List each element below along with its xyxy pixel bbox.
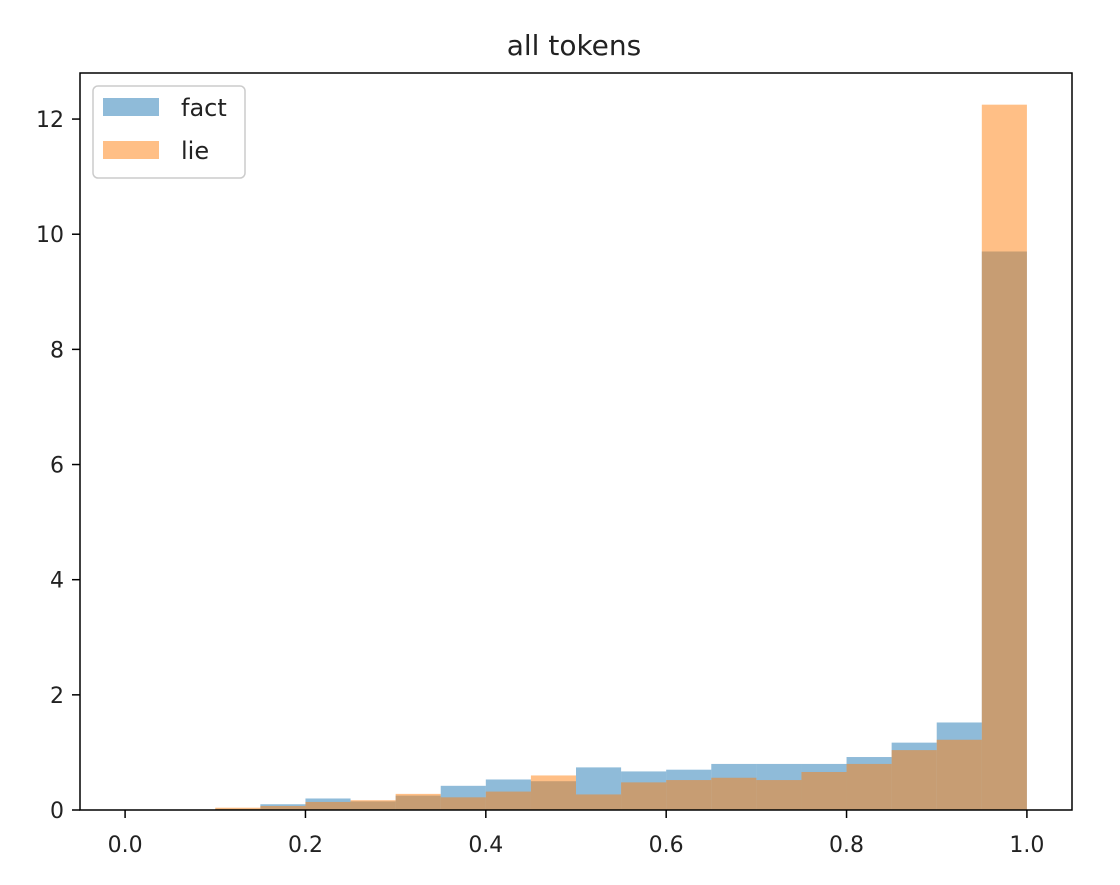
bars-layer xyxy=(215,104,1027,810)
lie-bar xyxy=(756,780,802,810)
x-tick-label: 0.8 xyxy=(829,833,864,858)
lie-bar xyxy=(395,793,441,810)
lie-bar xyxy=(530,775,576,810)
lie-bar xyxy=(440,797,486,810)
y-tick-label: 4 xyxy=(50,569,64,594)
legend-label-lie: lie xyxy=(181,137,209,165)
lie-bar xyxy=(981,104,1027,810)
lie-bar xyxy=(711,777,757,810)
y-tick-label: 12 xyxy=(36,108,64,133)
y-tick-label: 0 xyxy=(50,799,64,824)
x-tick-label: 0.0 xyxy=(108,833,143,858)
lie-bar xyxy=(621,782,667,810)
chart-title: all tokens xyxy=(507,29,642,62)
legend-label-fact: fact xyxy=(181,94,227,122)
y-tick-label: 6 xyxy=(50,454,64,479)
legend-swatch-fact xyxy=(103,98,159,116)
lie-bar xyxy=(666,780,712,810)
x-tick-label: 0.4 xyxy=(468,833,503,858)
lie-bar xyxy=(891,750,937,810)
x-tick-label: 0.2 xyxy=(288,833,323,858)
lie-bar xyxy=(846,763,892,810)
legend: fact lie xyxy=(92,85,246,179)
y-tick-label: 8 xyxy=(50,338,64,363)
lie-bar xyxy=(215,807,261,810)
series-lie xyxy=(215,104,1027,810)
lie-bar xyxy=(936,739,982,810)
y-tick-label: 10 xyxy=(36,223,64,248)
lie-bar xyxy=(350,800,396,810)
plot-frame xyxy=(79,72,1073,811)
lie-bar xyxy=(260,805,306,810)
lie-bar xyxy=(576,794,622,810)
legend-swatch-lie xyxy=(103,141,159,159)
y-tick-label: 2 xyxy=(50,684,64,709)
lie-bar xyxy=(801,771,847,810)
lie-bar xyxy=(305,801,351,810)
x-tick-label: 0.6 xyxy=(649,833,684,858)
x-tick-label: 1.0 xyxy=(1009,833,1044,858)
lie-bar xyxy=(485,791,531,810)
axes-layer: 0.0 0.2 0.4 0.6 0.8 1.0 0 2 4 6 8 10 12 xyxy=(36,72,1073,858)
